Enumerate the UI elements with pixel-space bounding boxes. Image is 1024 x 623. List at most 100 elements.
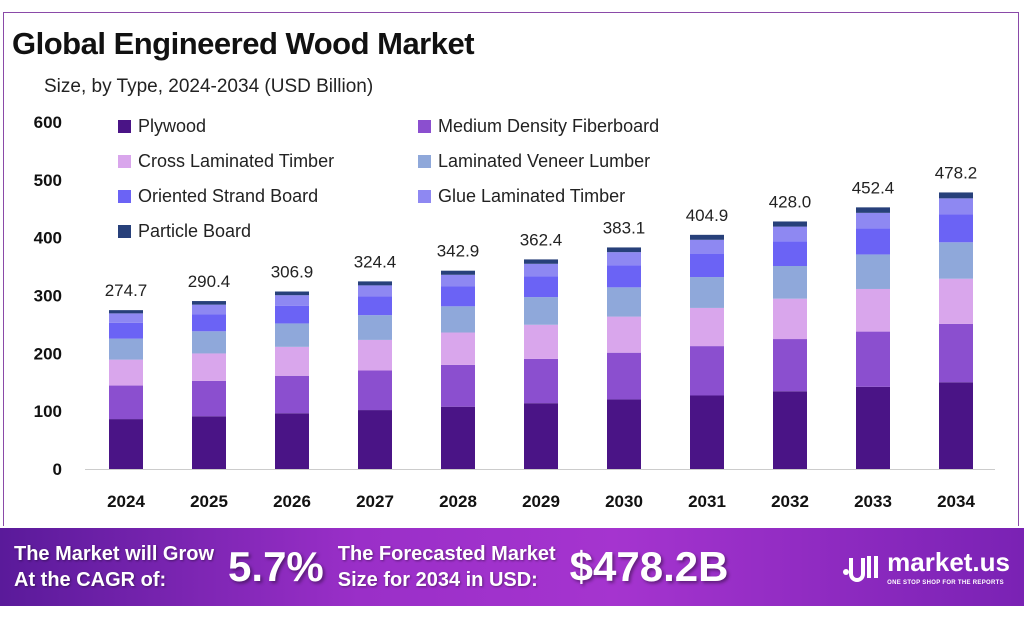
bar-segment-medium-density-fiberboard (856, 331, 890, 387)
y-tick-label: 0 (53, 460, 62, 479)
bar-segment-oriented-strand-board (192, 314, 226, 332)
bar-segment-laminated-veneer-lumber (109, 338, 143, 360)
bar-segment-glue-laminated-timber (441, 274, 475, 287)
bar-segment-medium-density-fiberboard (358, 370, 392, 411)
forecast-label-line2: Size for 2034 in USD: (337, 569, 538, 591)
bar-segment-medium-density-fiberboard (939, 323, 973, 383)
legend-label: Laminated Veneer Lumber (438, 151, 650, 171)
y-tick-label: 400 (34, 229, 62, 248)
bar-total-label: 428.0 (769, 192, 812, 211)
legend-swatch (118, 120, 131, 133)
bar-segment-medium-density-fiberboard (109, 385, 143, 420)
bar-segment-plywood (773, 391, 807, 469)
bar-segment-glue-laminated-timber (109, 313, 143, 323)
bar-segment-particle-board (109, 310, 143, 314)
bar-segment-oriented-strand-board (939, 214, 973, 243)
bar-segment-particle-board (524, 259, 558, 264)
bar-total-label: 383.1 (603, 218, 646, 237)
bar-segment-oriented-strand-board (358, 296, 392, 316)
bar-segment-plywood (856, 386, 890, 469)
logo-name: market.us (887, 546, 1010, 577)
bar-segment-cross-laminated-timber (441, 332, 475, 365)
bar-segment-oriented-strand-board (773, 241, 807, 267)
bar-segment-glue-laminated-timber (358, 285, 392, 297)
bar-segment-glue-laminated-timber (773, 226, 807, 242)
bar-segment-particle-board (773, 221, 807, 227)
bar-segment-medium-density-fiberboard (275, 375, 309, 414)
forecast-label-line1: The Forecasted Market (337, 543, 556, 565)
bar-segment-cross-laminated-timber (109, 359, 143, 386)
forecast-value: $478.2B (569, 543, 729, 590)
legend-swatch (418, 190, 431, 203)
bar-segment-oriented-strand-board (524, 276, 558, 298)
bar-segment-plywood (358, 410, 392, 469)
stacked-bar-chart: 0 100 200 300 400 500 600 274.7 2024 290.4 2025 306… (34, 113, 995, 511)
bar-total-label: 404.9 (686, 206, 729, 225)
bar-segment-glue-laminated-timber (607, 252, 641, 266)
bar-segment-glue-laminated-timber (192, 304, 226, 315)
bar-segment-particle-board (939, 192, 973, 199)
bar-segment-laminated-veneer-lumber (607, 287, 641, 317)
bar-segment-particle-board (856, 207, 890, 213)
cagr-value: 5.7% (228, 543, 324, 590)
x-tick-label: 2027 (356, 492, 394, 511)
bar-segment-oriented-strand-board (607, 265, 641, 288)
bar-segment-cross-laminated-timber (690, 307, 724, 347)
bar-segment-glue-laminated-timber (524, 263, 558, 277)
bar-segment-laminated-veneer-lumber (856, 254, 890, 289)
bar-segment-cross-laminated-timber (275, 346, 309, 376)
x-tick-label: 2034 (937, 492, 975, 511)
bar-segment-medium-density-fiberboard (192, 380, 226, 417)
bar-total-label: 342.9 (437, 242, 480, 261)
forecast-label: The Forecasted Market Size for 2034 in U… (338, 541, 556, 593)
bar-segment-laminated-veneer-lumber (773, 266, 807, 299)
bar-segment-medium-density-fiberboard (441, 364, 475, 407)
bar-segment-laminated-veneer-lumber (524, 297, 558, 325)
bar-segment-oriented-strand-board (109, 322, 143, 339)
bar-segment-oriented-strand-board (856, 228, 890, 255)
chart-title: Global Engineered Wood Market (12, 26, 475, 61)
y-tick-label: 600 (34, 113, 62, 132)
bar-segment-cross-laminated-timber (607, 316, 641, 353)
bar-total-label: 290.4 (188, 272, 231, 291)
y-tick-label: 300 (34, 287, 62, 306)
legend-label: Cross Laminated Timber (138, 151, 334, 171)
bar-segment-medium-density-fiberboard (773, 339, 807, 392)
x-tick-label: 2024 (107, 492, 145, 511)
bar-total-label: 324.4 (354, 252, 397, 271)
bar-segment-laminated-veneer-lumber (358, 315, 392, 340)
bar-segment-glue-laminated-timber (939, 198, 973, 215)
x-tick-label: 2032 (771, 492, 809, 511)
bar-segment-laminated-veneer-lumber (939, 242, 973, 279)
bar-segment-glue-laminated-timber (856, 212, 890, 229)
x-tick-label: 2026 (273, 492, 311, 511)
legend-label: Oriented Strand Board (138, 186, 318, 206)
bar-segment-laminated-veneer-lumber (441, 306, 475, 333)
bar-segment-plywood (275, 413, 309, 469)
bar-segment-oriented-strand-board (690, 253, 724, 278)
legend-label: Medium Density Fiberboard (438, 116, 659, 136)
bar-segment-cross-laminated-timber (192, 353, 226, 381)
bar-segment-glue-laminated-timber (690, 239, 724, 254)
bar-segment-medium-density-fiberboard (524, 358, 558, 404)
logo-tagline: ONE STOP SHOP FOR THE REPORTS (887, 579, 1004, 586)
legend-label: Glue Laminated Timber (438, 186, 625, 206)
bar-segment-cross-laminated-timber (939, 278, 973, 324)
x-tick-label: 2033 (854, 492, 892, 511)
legend-swatch (118, 225, 131, 238)
bar-segment-particle-board (358, 281, 392, 286)
legend-swatch (418, 120, 431, 133)
y-tick-label: 100 (34, 402, 62, 421)
legend-swatch (118, 155, 131, 168)
x-tick-label: 2029 (522, 492, 560, 511)
bar-segment-plywood (607, 399, 641, 469)
summary-banner: The Market will Grow At the CAGR of: 5.7… (0, 528, 1024, 606)
bar-total-label: 274.7 (105, 281, 148, 300)
bar-segment-cross-laminated-timber (524, 324, 558, 359)
bar-segment-oriented-strand-board (441, 286, 475, 307)
bar-segment-plywood (192, 416, 226, 469)
bar-segment-plywood (524, 403, 558, 469)
bar-segment-medium-density-fiberboard (690, 346, 724, 396)
x-tick-label: 2025 (190, 492, 228, 511)
bar-segment-particle-board (690, 234, 724, 240)
